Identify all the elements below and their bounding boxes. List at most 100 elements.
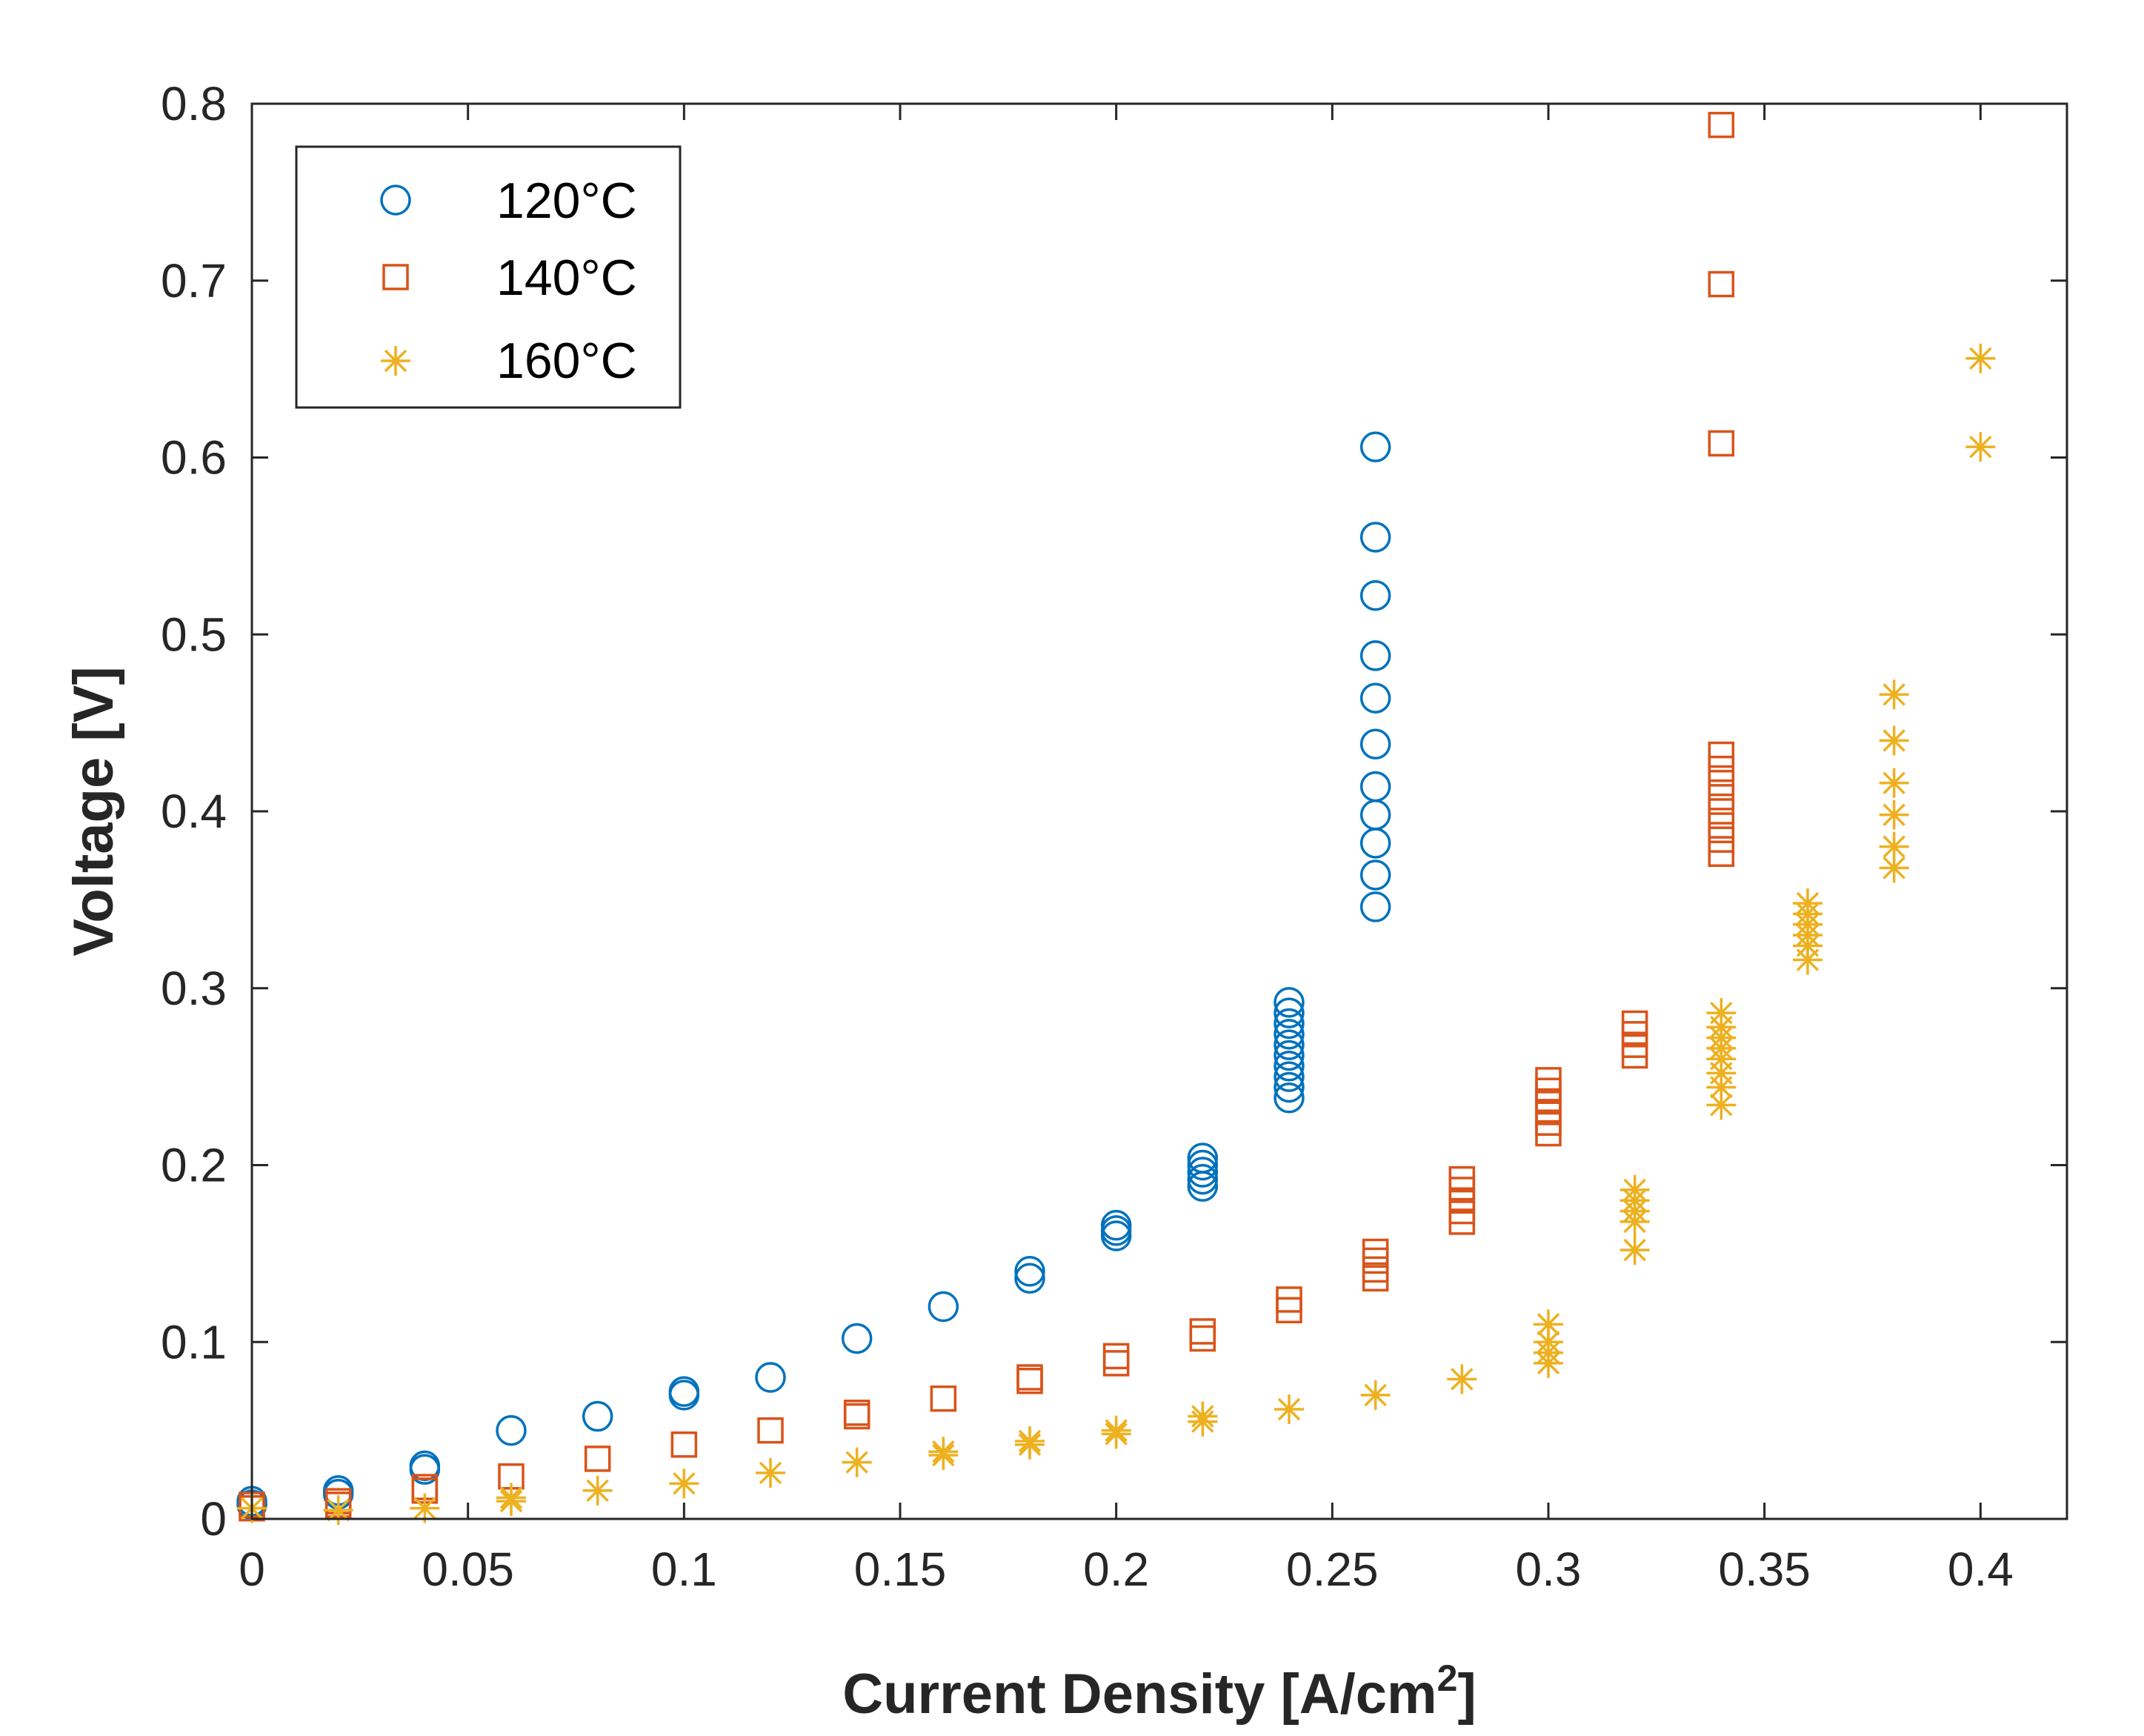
legend-label-140: 140°C — [496, 250, 637, 306]
point-s0-10 — [755, 1362, 786, 1393]
point-s2-2 — [410, 1493, 440, 1523]
point-s1-43 — [1708, 798, 1735, 825]
point-s2-50 — [1965, 343, 1996, 373]
x-tick-label-5: 0.25 — [1286, 1543, 1379, 1596]
x-axis-title-suffix: ] — [1457, 1663, 1476, 1726]
x-axis-title-superscript: 2 — [1437, 1657, 1458, 1699]
point-s0-20 — [1187, 1157, 1219, 1188]
point-s1-41 — [1708, 826, 1735, 853]
x-tick-label-6: 0.3 — [1516, 1543, 1582, 1596]
x-axis-title-main: Current Density [A/cm — [842, 1663, 1436, 1726]
point-s2-8 — [842, 1447, 872, 1477]
data-marks — [236, 111, 1996, 1526]
point-s2-19 — [1447, 1364, 1477, 1394]
point-s0-29 — [1274, 1019, 1305, 1050]
point-s0-32 — [1274, 987, 1305, 1018]
point-s2-22 — [1534, 1327, 1563, 1357]
point-s0-27 — [1274, 1040, 1305, 1071]
point-s1-29 — [1448, 1165, 1476, 1193]
legend-marker-1 — [382, 264, 409, 290]
point-s0-11 — [841, 1323, 873, 1354]
point-s1-18 — [1189, 1318, 1216, 1345]
point-s0-22 — [1187, 1143, 1219, 1174]
x-tick-label-4: 0.2 — [1083, 1543, 1149, 1596]
point-s0-30 — [1274, 1008, 1305, 1040]
point-s1-9 — [757, 1417, 784, 1444]
point-s0-42 — [1359, 522, 1391, 553]
point-s1-12 — [930, 1385, 957, 1412]
point-s2-23 — [1534, 1309, 1563, 1340]
point-s1-11 — [843, 1400, 870, 1426]
point-s1-7 — [584, 1446, 611, 1472]
point-s2-24 — [1619, 1235, 1650, 1266]
point-s0-25 — [1274, 1061, 1305, 1092]
point-s2-7 — [756, 1457, 785, 1488]
point-s1-50 — [1708, 111, 1735, 139]
point-s2-4 — [496, 1483, 526, 1513]
y-tick-label-6: 0.6 — [161, 431, 227, 485]
point-s2-46 — [1879, 768, 1909, 798]
point-s2-47 — [1879, 725, 1909, 756]
point-s1-35 — [1535, 1067, 1562, 1094]
point-s0-26 — [1274, 1051, 1305, 1082]
point-s0-40 — [1359, 640, 1391, 671]
point-s2-45 — [1879, 799, 1909, 830]
point-s1-39 — [1621, 1010, 1648, 1037]
point-s0-24 — [1274, 1071, 1305, 1103]
point-s2-17 — [1274, 1394, 1304, 1424]
point-s1-16 — [1102, 1343, 1130, 1370]
y-tick-label-8: 0.8 — [161, 77, 227, 130]
plot-frame — [250, 102, 2068, 1520]
point-s2-36 — [1706, 998, 1737, 1028]
x-axis-title: Current Density [A/cm2] — [842, 1657, 1477, 1726]
point-s0-17 — [1100, 1209, 1132, 1241]
point-s0-37 — [1359, 771, 1391, 802]
x-tick-labels: 0 0.05 0.1 0.15 0.2 0.25 0.3 0.35 0.4 — [239, 1543, 2014, 1596]
point-s2-43 — [1879, 853, 1909, 883]
point-s1-49 — [1708, 270, 1735, 298]
x-tick-label-0: 0 — [239, 1543, 265, 1596]
legend-marker-0 — [380, 184, 411, 216]
x-tick-label-8: 0.4 — [1948, 1543, 2014, 1596]
y-tick-label-1: 0.1 — [161, 1315, 227, 1368]
point-s0-39 — [1359, 682, 1391, 714]
point-s2-14 — [1101, 1415, 1131, 1446]
point-s2-1 — [323, 1495, 353, 1526]
point-s0-33 — [1359, 891, 1391, 922]
legend-label-120: 120°C — [496, 173, 637, 229]
legend-label-160: 160°C — [496, 333, 637, 389]
point-s2-5 — [582, 1475, 613, 1506]
point-s0-31 — [1274, 997, 1305, 1028]
series-2 — [237, 343, 1996, 1526]
point-s2-10 — [928, 1437, 959, 1467]
y-tick-label-2: 0.2 — [161, 1139, 227, 1192]
legend-box — [295, 145, 682, 409]
point-s0-43 — [1359, 431, 1391, 462]
point-s1-14 — [1016, 1364, 1043, 1391]
x-tick-label-1: 0.05 — [422, 1543, 514, 1596]
point-s0-38 — [1359, 728, 1391, 760]
y-tick-label-0: 0 — [200, 1492, 227, 1546]
point-s2-12 — [1015, 1426, 1045, 1456]
x-tick-label-3: 0.15 — [854, 1543, 947, 1596]
point-s1-45 — [1708, 770, 1735, 797]
y-tick-label-5: 0.5 — [161, 608, 227, 661]
point-s2-18 — [1360, 1380, 1391, 1410]
point-s0-7 — [582, 1400, 613, 1432]
point-s2-44 — [1879, 831, 1909, 862]
point-s0-28 — [1274, 1029, 1305, 1060]
point-s1-8 — [670, 1431, 698, 1458]
y-tick-label-7: 0.7 — [161, 254, 227, 307]
point-s1-46 — [1708, 755, 1735, 782]
x-tick-label-2: 0.1 — [651, 1543, 717, 1596]
legend-marker-2 — [381, 346, 410, 376]
point-s1-20 — [1276, 1286, 1302, 1313]
point-s2-42 — [1793, 888, 1822, 919]
legend-markers — [380, 184, 411, 376]
point-s1-47 — [1708, 741, 1735, 768]
point-s0-41 — [1359, 579, 1391, 611]
y-tick-label-4: 0.4 — [161, 785, 227, 838]
point-s0-12 — [928, 1291, 959, 1323]
point-s0-23 — [1274, 1082, 1305, 1114]
